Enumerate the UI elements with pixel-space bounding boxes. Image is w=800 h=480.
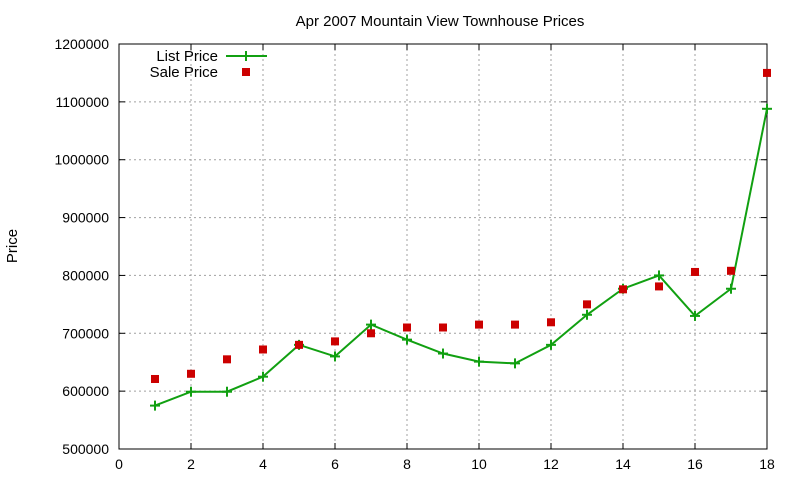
sale-price-point: [331, 337, 339, 346]
chart-title: Apr 2007 Mountain View Townhouse Prices: [296, 13, 585, 30]
list-price-point: [654, 270, 664, 281]
x-tick-label: 14: [615, 456, 631, 472]
sale-price-point: [223, 355, 231, 364]
sale-price-point: [367, 329, 375, 338]
list-price-point: [438, 348, 448, 359]
x-tick-label: 0: [115, 456, 123, 472]
list-price-point: [474, 356, 484, 367]
list-price-point: [510, 358, 520, 369]
y-tick-label: 900000: [62, 210, 109, 226]
sale-price-point: [763, 68, 771, 77]
y-axis-label: Price: [4, 229, 21, 263]
legend-label: List Price: [156, 48, 218, 65]
sale-price-point: [511, 320, 519, 329]
y-tick-label: 600000: [62, 383, 109, 399]
sale-price-point: [403, 323, 411, 332]
list-price-point: [690, 310, 700, 321]
plot-frame: [118, 43, 768, 450]
list-price-point: [726, 283, 736, 294]
x-tick-label: 16: [687, 456, 703, 472]
grid: [119, 44, 767, 449]
sale-price-point: [439, 323, 447, 332]
series-layer: [150, 68, 772, 411]
x-tick-label: 18: [759, 456, 775, 472]
list-price-point: [150, 400, 160, 411]
list-price-point: [762, 103, 772, 114]
list-price-point: [258, 371, 268, 382]
x-tick-label: 8: [403, 456, 411, 472]
sale-price-point: [151, 374, 159, 383]
sale-price-point: [583, 300, 591, 309]
list-price-point: [582, 309, 592, 320]
y-tick-label: 800000: [62, 267, 109, 283]
sale-price-point: [655, 282, 663, 291]
list-price-point: [402, 334, 412, 345]
y-tick-label: 700000: [62, 325, 109, 341]
sale-price-point: [475, 320, 483, 329]
legend-label: Sale Price: [150, 64, 218, 81]
y-tick-label: 1200000: [54, 36, 109, 52]
y-tick-label: 1100000: [56, 94, 110, 110]
sale-price-point: [727, 266, 735, 275]
sale-price-point: [619, 285, 627, 294]
sale-price-point: [547, 318, 555, 327]
list-price-point: [546, 339, 556, 350]
x-tick-label: 2: [187, 456, 195, 472]
y-tick-label: 500000: [62, 441, 109, 457]
legend-square-marker: [242, 68, 250, 76]
list-price-point: [366, 319, 376, 330]
sale-price-point: [295, 340, 303, 349]
sale-price-point: [187, 369, 195, 378]
y-tick-label: 1000000: [54, 152, 109, 168]
sale-price-point: [259, 345, 267, 354]
list-price-point: [330, 351, 340, 362]
list-price-line: [154, 108, 768, 407]
sale-price-point: [691, 267, 699, 276]
list-price-point: [186, 386, 196, 397]
list-price-point: [222, 386, 232, 397]
axis-ticks: 0 2 4 6 8 10 12 14 16 18 500000 600000 700000 800000 9…: [54, 36, 775, 472]
x-tick-label: 12: [543, 456, 559, 472]
x-tick-label: 6: [331, 456, 339, 472]
x-tick-label: 4: [259, 456, 267, 472]
legend-plus-marker: [241, 51, 251, 61]
x-tick-label: 10: [471, 456, 487, 472]
